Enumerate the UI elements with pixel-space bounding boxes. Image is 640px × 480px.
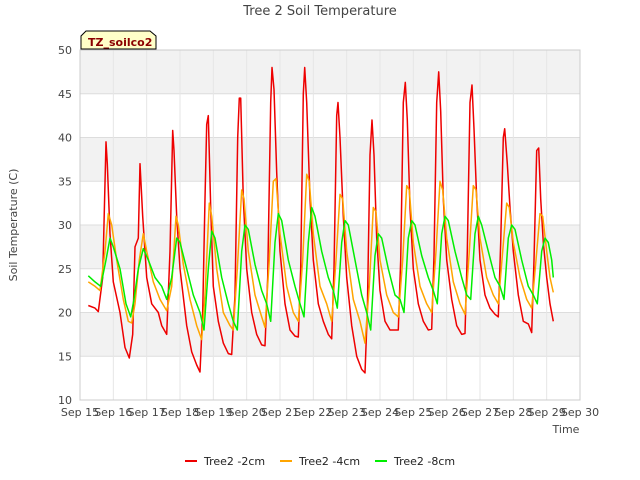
x-tick-label: Sep 23 xyxy=(328,406,366,419)
grid-band xyxy=(80,312,580,357)
y-tick-label: 45 xyxy=(58,88,72,101)
x-tick-label: Sep 21 xyxy=(261,406,299,419)
x-tick-label: Sep 20 xyxy=(228,406,266,419)
series-line xyxy=(87,206,555,331)
y-axis-label: Soil Temperature (C) xyxy=(7,169,20,282)
annotation-box: TZ_soilco2 xyxy=(80,30,157,50)
x-tick-label: Sep 15 xyxy=(61,406,99,419)
legend: Tree2 -2cm Tree2 -4cm Tree2 -8cm xyxy=(185,455,455,468)
legend-label: Tree2 -2cm xyxy=(203,455,265,468)
series-line xyxy=(87,173,555,344)
annotation-label: TZ_soilco2 xyxy=(88,36,152,49)
chart-title: Tree 2 Soil Temperature xyxy=(242,4,397,19)
x-tick-label: Sep 25 xyxy=(394,406,432,419)
x-tick-label: Sep 27 xyxy=(461,406,499,419)
x-tick-label: Sep 22 xyxy=(294,406,332,419)
x-tick-label: Sep 28 xyxy=(494,406,532,419)
x-tick-label: Sep 24 xyxy=(361,406,399,419)
x-tick-label: Sep 16 xyxy=(94,406,132,419)
x-tick-label: Sep 29 xyxy=(528,406,566,419)
x-axis-label: Time xyxy=(552,423,580,436)
y-tick-label: 40 xyxy=(58,132,72,145)
legend-label: Tree2 -8cm xyxy=(393,455,455,468)
grid-band xyxy=(80,137,580,182)
y-tick-label: 30 xyxy=(58,219,72,232)
series-lines xyxy=(87,66,555,374)
y-tick-label: 25 xyxy=(58,263,72,276)
y-axis-ticks: 10 15 20 25 30 35 40 45 50 xyxy=(58,44,72,407)
y-tick-label: 20 xyxy=(58,307,72,320)
x-tick-label: Sep 17 xyxy=(128,406,166,419)
y-tick-label: 50 xyxy=(58,44,72,57)
x-tick-label: Sep 19 xyxy=(194,406,232,419)
x-tick-label: Sep 18 xyxy=(161,406,199,419)
x-tick-label: Sep 26 xyxy=(428,406,466,419)
grid-band xyxy=(80,225,580,269)
y-tick-label: 15 xyxy=(58,350,72,363)
plot-frame xyxy=(79,49,581,401)
x-tick-label: Sep 30 xyxy=(561,406,599,419)
legend-label: Tree2 -4cm xyxy=(298,455,360,468)
y-tick-label: 35 xyxy=(58,175,72,188)
y-tick-label: 10 xyxy=(58,394,72,407)
grid-band xyxy=(80,50,580,94)
